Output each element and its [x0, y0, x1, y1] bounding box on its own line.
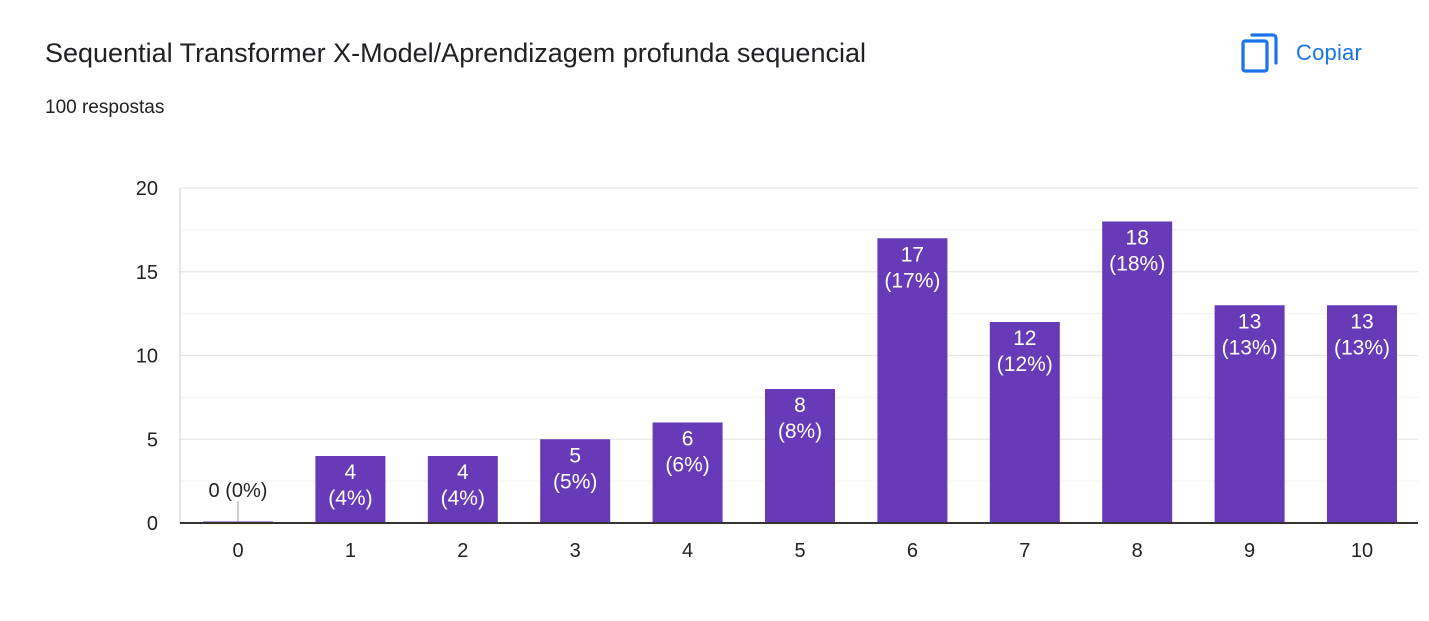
- bar-percent-label: (6%): [665, 454, 709, 477]
- bar-value-label: 13: [1350, 310, 1373, 333]
- y-tick-label: 10: [136, 346, 158, 368]
- bar-value-label: 5: [569, 444, 581, 467]
- x-tick-label: 1: [345, 540, 356, 562]
- bar: [765, 389, 835, 523]
- y-tick-label: 5: [147, 429, 158, 451]
- copy-icon: [1241, 33, 1278, 73]
- x-tick-label: 5: [794, 540, 805, 562]
- bar-percent-label: (18%): [1109, 253, 1165, 276]
- bar-percent-label: (17%): [884, 269, 940, 292]
- bar-value-label: 18: [1126, 227, 1149, 250]
- bar: [427, 456, 498, 523]
- x-tick-label: 7: [1019, 540, 1030, 562]
- bar-value-label: 4: [457, 461, 469, 484]
- x-tick-label: 10: [1351, 540, 1373, 562]
- bar-value-label: 0 (0%): [209, 480, 268, 502]
- bar: [540, 439, 611, 523]
- y-tick-label: 15: [136, 262, 158, 284]
- x-tick-label: 3: [570, 540, 581, 562]
- bar: [877, 238, 948, 523]
- bar-value-label: 4: [345, 461, 357, 484]
- copy-button-label: Copiar: [1296, 40, 1363, 65]
- response-count: 100 respostas: [45, 97, 165, 118]
- bar: [315, 456, 386, 523]
- x-tick-label: 4: [682, 540, 693, 562]
- bar-value-label: 6: [682, 428, 694, 451]
- y-tick-label: 20: [136, 178, 158, 200]
- x-tick-label: 9: [1244, 540, 1255, 562]
- bar-percent-label: (5%): [553, 470, 597, 493]
- bar-value-label: 13: [1238, 310, 1261, 333]
- chart-title: Sequential Transformer X-Model/Aprendiza…: [45, 38, 866, 68]
- x-tick-label: 0: [232, 540, 243, 562]
- bar: [1327, 305, 1397, 523]
- bar-percent-label: (13%): [1334, 336, 1390, 359]
- bar-value-label: 12: [1013, 327, 1036, 350]
- bar: [989, 322, 1060, 523]
- bar-percent-label: (4%): [328, 487, 372, 510]
- x-tick-label: 6: [907, 540, 918, 562]
- bar: [652, 422, 723, 523]
- bar: [1102, 221, 1173, 523]
- y-tick-label: 0: [147, 513, 158, 535]
- bar-percent-label: (13%): [1222, 336, 1278, 359]
- bar-percent-label: (8%): [778, 420, 822, 443]
- bar-value-label: 17: [901, 243, 924, 266]
- bar-percent-label: (12%): [997, 353, 1053, 376]
- bar-percent-label: (4%): [441, 487, 485, 510]
- x-tick-label: 8: [1132, 540, 1143, 562]
- copy-button[interactable]: Copiar: [1240, 28, 1362, 78]
- bar: [1214, 305, 1285, 523]
- x-tick-label: 2: [457, 540, 468, 562]
- bar-value-label: 8: [794, 394, 806, 417]
